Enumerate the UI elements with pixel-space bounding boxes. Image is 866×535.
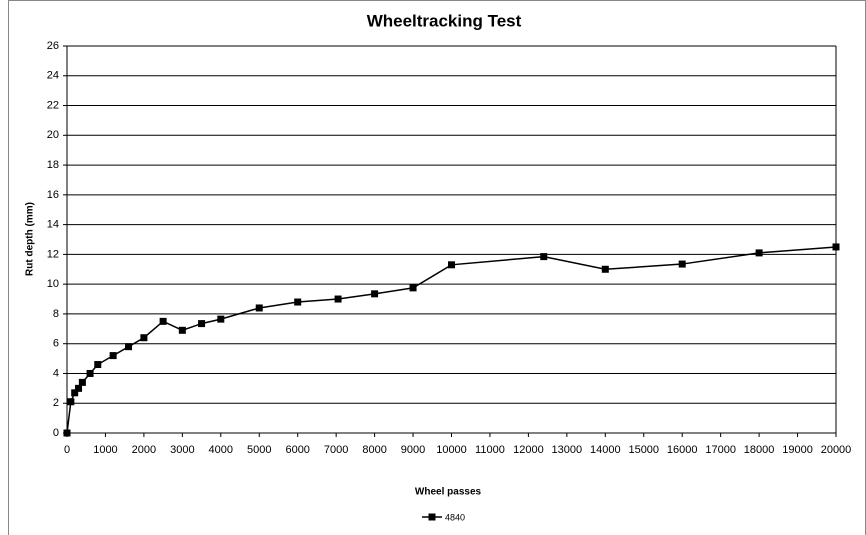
y-tick-label: 16 — [47, 189, 59, 201]
x-tick-label: 4000 — [209, 444, 233, 456]
x-tick-label: 3000 — [170, 444, 194, 456]
x-tick-label: 8000 — [362, 444, 386, 456]
marker — [448, 261, 455, 269]
x-tick-label: 15000 — [628, 444, 659, 456]
marker — [125, 343, 133, 351]
marker — [217, 315, 225, 323]
x-tick-label: 20000 — [821, 444, 852, 456]
x-tick-label: 7000 — [324, 444, 348, 456]
x-tick-label: 18000 — [744, 444, 775, 456]
y-tick-label: 26 — [47, 40, 59, 52]
y-tick-label: 2 — [53, 397, 59, 409]
y-tick-label: 12 — [47, 248, 59, 260]
marker — [67, 398, 75, 406]
y-tick-label: 20 — [47, 129, 59, 141]
y-tick-label: 18 — [47, 159, 59, 171]
x-tick-label: 14000 — [590, 444, 621, 456]
marker — [540, 253, 548, 261]
marker — [409, 284, 417, 292]
y-tick-label: 24 — [47, 70, 59, 82]
y-tick-label: 14 — [47, 219, 59, 231]
marker — [78, 378, 86, 386]
chart-title: Wheeltracking Test — [367, 11, 522, 30]
y-tick-label: 10 — [47, 278, 59, 290]
y-tick-label: 0 — [53, 427, 59, 439]
marker — [255, 304, 263, 312]
marker — [71, 389, 79, 397]
legend-marker — [428, 513, 436, 521]
x-tick-label: 13000 — [552, 444, 583, 456]
series-line — [66, 246, 837, 434]
y-tick-label: 22 — [47, 99, 59, 111]
marker — [94, 361, 102, 369]
x-tick-label: 17000 — [705, 444, 736, 456]
x-tick-label: 10000 — [436, 444, 467, 456]
x-tick-label: 0 — [64, 444, 70, 456]
x-tick-label: 19000 — [782, 444, 813, 456]
marker — [198, 320, 206, 328]
x-tick-label: 1000 — [93, 444, 117, 456]
marker — [601, 265, 609, 273]
marker — [371, 290, 379, 298]
y-axis-title: Rut depth (mm) — [25, 202, 36, 276]
x-tick-label: 9000 — [401, 444, 425, 456]
marker — [159, 317, 167, 325]
marker — [178, 326, 186, 334]
x-tick-label: 5000 — [247, 444, 271, 456]
marker — [86, 369, 94, 377]
marker — [75, 384, 83, 392]
legend-label: 4840 — [445, 512, 465, 522]
marker — [140, 334, 148, 342]
y-tick-label: 6 — [53, 338, 59, 350]
x-tick-label: 6000 — [285, 444, 309, 456]
marker — [294, 298, 302, 306]
x-tick-label: 16000 — [667, 444, 698, 456]
marker — [678, 260, 686, 268]
x-axis-title: Wheel passes — [415, 487, 482, 498]
x-tick-label: 11000 — [475, 444, 505, 456]
marker — [832, 243, 840, 251]
marker — [109, 352, 117, 360]
x-tick-label: 12000 — [513, 444, 544, 456]
y-tick-label: 8 — [53, 308, 59, 320]
y-tick-label: 4 — [53, 367, 59, 379]
x-tick-label: 2000 — [132, 444, 156, 456]
marker — [755, 249, 763, 257]
marker — [334, 295, 342, 303]
